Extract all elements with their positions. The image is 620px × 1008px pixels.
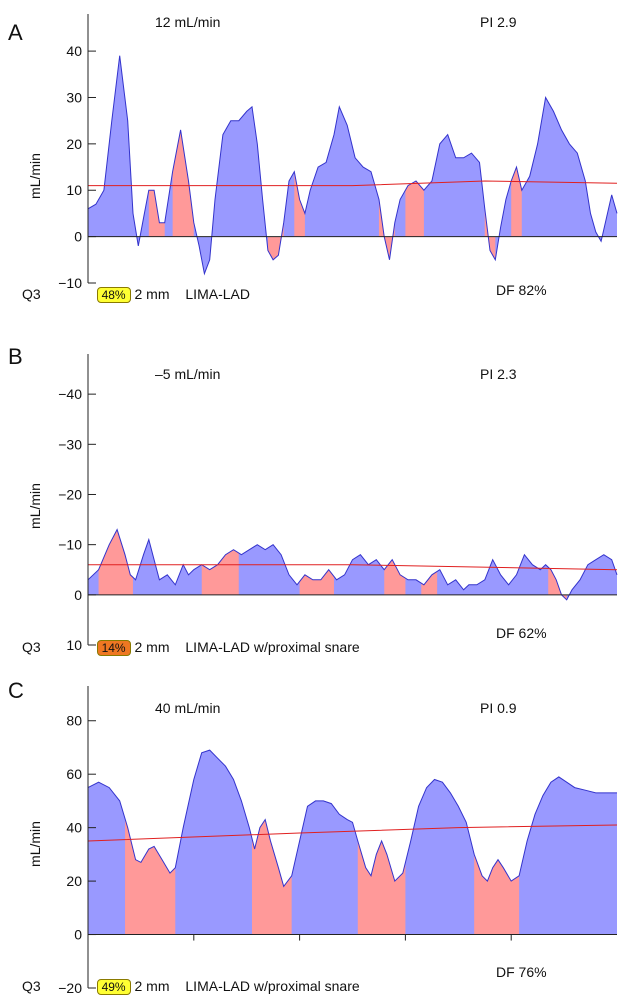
waveform-line	[87, 528, 618, 601]
panel-letter: B	[8, 344, 23, 369]
panel-letter: A	[8, 20, 23, 45]
panel-letter: C	[8, 678, 24, 703]
y-tick-label: 20	[66, 873, 82, 889]
quartile-label: Q3	[22, 639, 41, 655]
y-tick-label: 80	[66, 713, 82, 729]
pi-readout: PI 2.9	[480, 14, 517, 30]
panel-a: A 12 mL/min PI 2.9 mL/min 40 30 20 10 0 −10 Q…	[0, 0, 620, 325]
reverse-flow-band	[405, 55, 424, 274]
percent-badge: 14%	[96, 640, 131, 656]
footer-row: Q3 48% 2 mm LIMA-LAD	[22, 286, 250, 303]
probe-size: 2 mm	[134, 286, 170, 302]
reverse-flow-band	[474, 750, 520, 935]
y-tick-label: −20	[58, 980, 82, 996]
pi-readout: PI 2.3	[480, 366, 517, 382]
y-tick-label: 40	[66, 820, 82, 836]
pi-readout: PI 0.9	[480, 700, 517, 716]
chart-svg-c: 80 60 40 20 0 −20	[58, 686, 618, 996]
footer-row: Q3 14% 2 mm LIMA-LAD w/proximal snare	[22, 639, 360, 656]
probe-size: 2 mm	[134, 639, 170, 655]
y-tick-label: 10	[66, 637, 82, 653]
waveform-line	[87, 749, 617, 888]
y-tick-label: −20	[58, 486, 82, 502]
reverse-flow-band	[125, 750, 176, 935]
vessel-label: LIMA-LAD	[185, 286, 250, 302]
percent-badge: 49%	[96, 979, 131, 995]
df-readout: DF 76%	[496, 964, 547, 980]
y-tick-label: 60	[66, 766, 82, 782]
y-tick-label: 0	[74, 229, 82, 245]
reverse-flow-band	[148, 55, 165, 274]
reverse-flow-band	[548, 529, 567, 600]
quartile-label: Q3	[22, 978, 41, 994]
mean-flow-line	[88, 564, 618, 571]
y-tick-label: −30	[58, 436, 82, 452]
reverse-flow-band	[484, 55, 496, 274]
mean-flow-line	[88, 180, 618, 187]
y-tick-label: 40	[66, 43, 82, 59]
flow-readout: 40 mL/min	[155, 700, 221, 716]
y-tick-label: −10	[58, 537, 82, 553]
y-tick-label: 0	[74, 927, 82, 943]
y-tick-label: −10	[58, 275, 82, 291]
chart-svg-a: 40 30 20 10 0 −10	[58, 14, 618, 291]
probe-size: 2 mm	[134, 978, 170, 994]
y-tick-label: 20	[66, 136, 82, 152]
reverse-flow-band	[511, 55, 522, 274]
y-tick-label: 0	[74, 587, 82, 603]
reverse-flow-band	[294, 55, 305, 274]
quartile-label: Q3	[22, 286, 41, 302]
flow-readout: 12 mL/min	[155, 14, 221, 30]
reverse-flow-band	[98, 529, 133, 600]
mean-flow-line	[87, 824, 618, 842]
chart-svg-b: −40 −30 −20 −10 0 10	[58, 354, 618, 653]
df-readout: DF 62%	[496, 625, 547, 641]
flow-readout: –5 mL/min	[155, 366, 221, 382]
vessel-label: LIMA-LAD w/proximal snare	[185, 639, 360, 655]
reverse-flow-band	[421, 529, 438, 600]
waveform-area	[88, 55, 617, 274]
y-tick-label: 30	[66, 89, 82, 105]
y-tick-label: −40	[58, 386, 82, 402]
reverse-flow-band	[201, 529, 239, 600]
reverse-flow-band	[267, 55, 284, 274]
vessel-label: LIMA-LAD w/proximal snare	[185, 978, 360, 994]
y-tick-label: 10	[66, 182, 82, 198]
panel-c: C 40 mL/min PI 0.9 mL/min 80 60 40 20 0 −20 Q…	[0, 676, 620, 1008]
percent-badge: 48%	[96, 287, 131, 303]
panel-b: B –5 mL/min PI 2.3 mL/min −40 −30 −20 −10 0 1…	[0, 340, 620, 670]
waveform-line	[87, 55, 618, 276]
reverse-flow-band	[299, 529, 334, 600]
footer-row: Q3 49% 2 mm LIMA-LAD w/proximal snare	[22, 978, 360, 995]
df-readout: DF 82%	[496, 282, 547, 298]
reverse-flow-band	[384, 529, 406, 600]
reverse-flow-band	[357, 750, 406, 935]
